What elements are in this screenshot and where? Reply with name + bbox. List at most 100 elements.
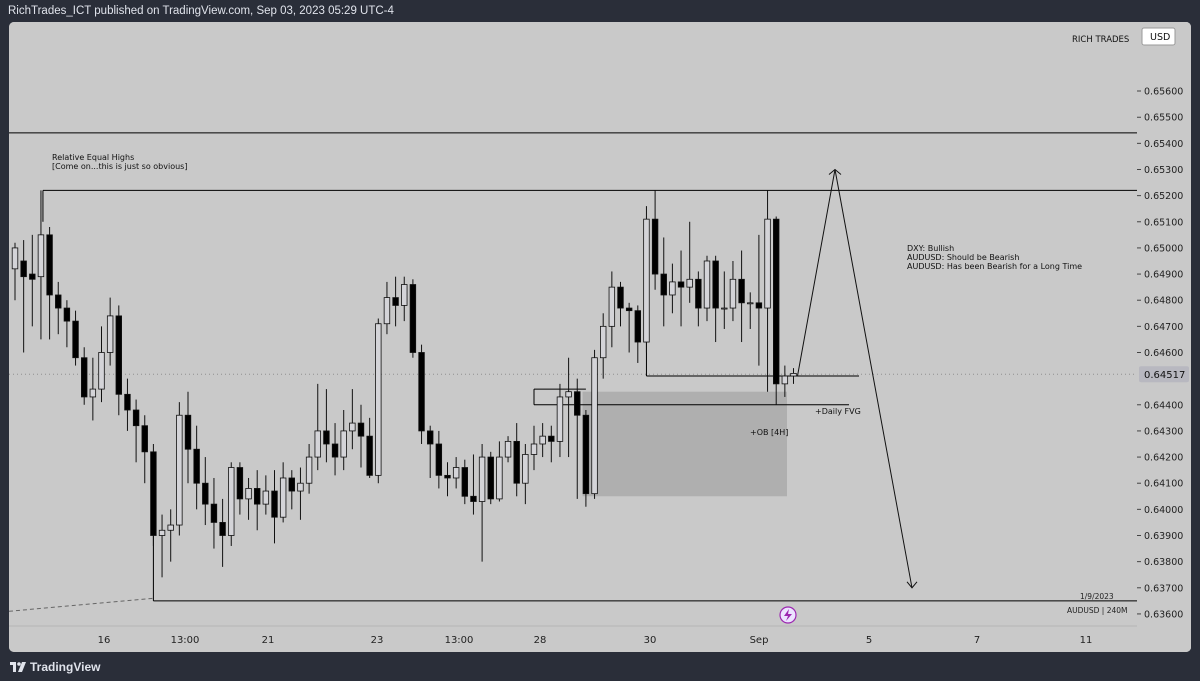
chart-canvas[interactable]: Relative Equal Highs[Come on...this is j…	[9, 22, 1191, 652]
candle	[236, 462, 244, 515]
candle	[366, 417, 373, 478]
chart-extras: RICH TRADES USD 1/9/2023 AUDUSD | 240M	[779, 27, 1176, 624]
candle	[271, 470, 278, 544]
candle-body	[729, 278, 737, 309]
annotations-layer: Relative Equal Highs[Come on...this is j…	[52, 153, 1082, 437]
candle-body	[375, 323, 382, 476]
candle	[522, 443, 529, 505]
candle-body	[721, 307, 728, 310]
chart-frame[interactable]: Relative Equal Highs [Come on...this is j…	[9, 22, 1191, 652]
candle	[184, 391, 192, 484]
author-watermark: RICH TRADES	[1072, 35, 1129, 45]
candle	[634, 305, 641, 363]
candle	[608, 271, 616, 348]
projection-arrow-down	[906, 581, 918, 589]
candle-body	[435, 443, 443, 476]
price-tick-label: 0.65100	[1144, 217, 1183, 228]
candle	[323, 389, 330, 463]
candle-body	[470, 495, 477, 502]
time-axis[interactable]: 16 13:00 21 23 13:00 28 30 Sep 5 7 11	[9, 625, 1137, 646]
candle-body	[271, 490, 278, 518]
candle-body	[660, 273, 667, 296]
price-tick-label: 0.65500	[1144, 113, 1183, 124]
time-tick-label: 5	[866, 635, 872, 646]
candle-body	[72, 320, 79, 359]
projection-layer	[797, 168, 918, 589]
candle-body	[600, 325, 607, 359]
date-stamp: 1/9/2023	[1080, 592, 1114, 601]
candle-body	[712, 260, 719, 309]
candle-body	[193, 448, 200, 484]
candle-body	[401, 284, 408, 306]
candle	[20, 240, 27, 353]
price-tick-label: 0.63600	[1144, 609, 1183, 620]
candle-body	[669, 281, 676, 296]
candle-body	[504, 440, 512, 458]
candle-body	[703, 260, 711, 309]
candle-body	[530, 443, 538, 455]
price-tick-label: 0.63800	[1144, 557, 1183, 568]
candle-body	[695, 278, 702, 309]
candle	[331, 423, 339, 476]
candle	[176, 402, 183, 536]
publish-header: RichTrades_ICT published on TradingView.…	[0, 0, 1200, 22]
current-price-label: 0.64517	[1144, 370, 1185, 381]
candle	[686, 221, 693, 303]
candle-body	[539, 435, 546, 445]
candle-body	[115, 315, 122, 395]
candle-body	[747, 302, 754, 305]
price-tick-label: 0.65600	[1144, 87, 1183, 98]
candle	[193, 425, 200, 510]
candle-body	[625, 307, 633, 312]
candle-body	[37, 234, 45, 278]
candle	[530, 425, 538, 471]
lightning-icon	[779, 606, 797, 624]
candle-body	[392, 297, 399, 306]
candle	[63, 300, 71, 348]
candle-body	[383, 297, 391, 325]
candle	[89, 357, 97, 421]
candle	[418, 344, 425, 444]
currency-badge-label: USD	[1150, 32, 1170, 43]
candle	[37, 190, 45, 340]
candle-body	[781, 375, 789, 385]
candle-body	[55, 294, 62, 309]
candle	[435, 430, 443, 489]
candle	[643, 206, 650, 353]
candle	[461, 459, 468, 505]
candle-body	[617, 286, 624, 309]
candle-body	[245, 488, 252, 500]
candle	[314, 383, 321, 471]
candle	[452, 457, 460, 489]
time-tick-label: 28	[534, 635, 547, 646]
candle	[115, 305, 122, 416]
candle-body	[496, 456, 503, 500]
candle	[504, 436, 512, 463]
price-axis[interactable]: 0.65600 0.65500 0.65400 0.65300 0.65200 0.651…	[1137, 22, 1191, 652]
price-tick-label: 0.64400	[1144, 400, 1183, 411]
grid-layer	[9, 22, 1191, 652]
candle-body	[236, 467, 244, 500]
price-tick-label: 0.64000	[1144, 505, 1183, 516]
current-price-badge	[1139, 366, 1189, 383]
candle-body	[487, 456, 494, 500]
time-tick-label: 16	[98, 635, 111, 646]
symbol-interval-label: AUDUSD | 240M	[1067, 606, 1128, 615]
zones-layer	[582, 391, 787, 497]
time-tick-label: 11	[1080, 635, 1093, 646]
ob-zone	[582, 391, 787, 497]
tradingview-logo[interactable]: TradingView	[10, 660, 100, 674]
price-tick-label: 0.65400	[1144, 139, 1183, 150]
candle	[478, 443, 486, 562]
candle-body	[340, 430, 347, 458]
candle	[219, 498, 226, 567]
candle-body	[81, 357, 88, 398]
price-tick-label: 0.65300	[1144, 165, 1183, 176]
time-tick-label: 23	[371, 635, 384, 646]
candle	[29, 234, 36, 327]
candle	[712, 255, 719, 343]
candle	[669, 263, 676, 314]
candle	[132, 399, 140, 463]
candle	[81, 347, 88, 405]
candle-body	[184, 414, 192, 450]
